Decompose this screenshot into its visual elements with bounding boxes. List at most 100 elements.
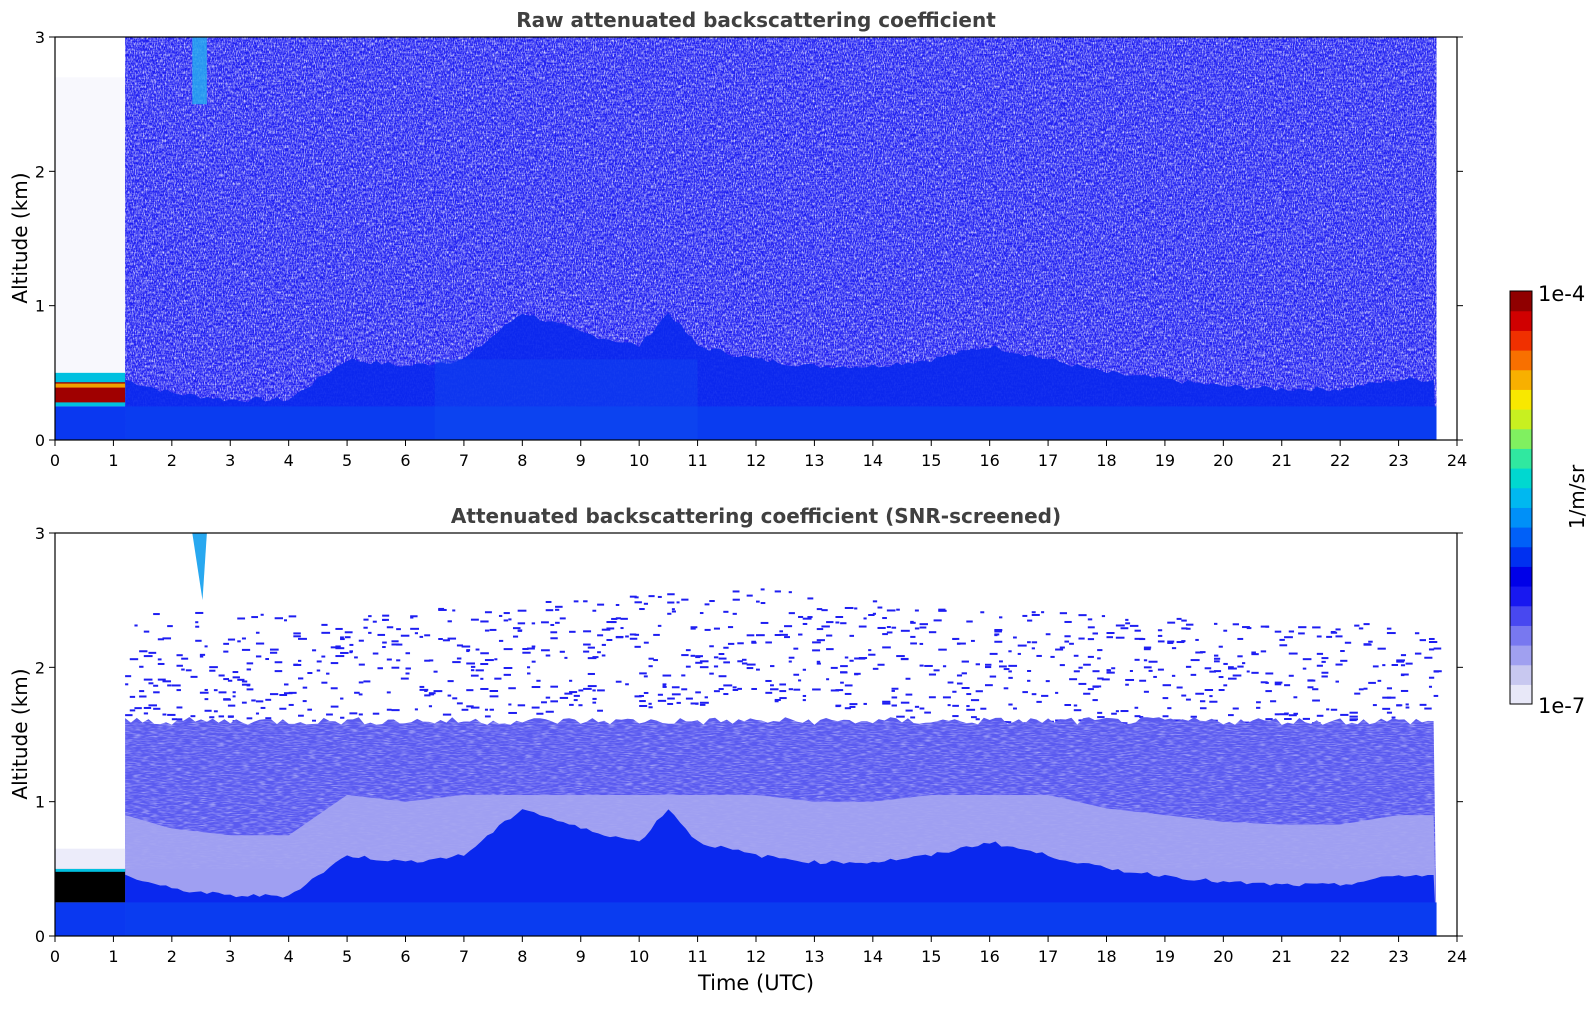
screened-speckle [143,655,153,658]
screened-speckle [1307,679,1314,682]
screened-speckle [447,620,452,623]
screened-speckle [882,646,891,649]
screened-speckle [569,630,576,633]
screened-speckle [671,608,675,611]
screened-speckle [494,677,502,680]
x-tick-label: 20 [1213,451,1233,470]
screened-speckle [606,621,616,624]
screened-speckle [1433,694,1439,697]
screened-speckle [531,706,540,709]
screened-speckle [531,645,536,648]
screened-speckle [695,702,699,705]
screened-speckle [788,656,795,659]
screened-speckle [555,605,563,608]
screened-speckle [802,699,806,702]
screened-speckle [1288,674,1294,677]
screened-speckle [1232,623,1240,626]
screened-speckle [405,652,411,655]
screened-speckle [508,687,516,690]
screened-speckle [1246,670,1250,673]
screened-speckle [232,695,236,698]
screened-aerosol-edge [55,868,126,872]
screened-speckle [994,630,1002,633]
screened-speckle [877,606,883,609]
screened-speckle [970,639,975,642]
screened-speckle [1097,711,1103,714]
screened-speckle [639,694,644,697]
screened-speckle [489,628,497,631]
screened-speckle [550,637,558,640]
colorbar-unit-label: 1/m/sr [1565,464,1589,529]
screened-speckle [1428,685,1433,688]
x-tick-label: 10 [629,947,649,966]
screened-speckle [1382,696,1392,699]
screened-speckle [340,716,345,719]
screened-speckle [704,696,708,699]
screened-speckle [1321,660,1326,663]
screened-speckle [760,621,769,624]
screened-speckle [891,626,897,629]
screened-speckle [269,693,279,696]
screened-speckle [199,691,209,694]
screened-speckle [1213,654,1219,657]
screened-speckle [756,634,765,637]
screened-speckle [723,684,733,687]
screened-speckle [980,707,987,710]
screened-speckle [447,637,457,640]
screened-speckle [1298,632,1305,635]
x-tick-label: 17 [1038,947,1058,966]
x-tick-label: 14 [863,451,883,470]
screened-speckle [681,674,686,677]
screened-speckle [942,665,947,668]
screened-speckle [634,596,639,599]
screened-speckle [269,648,279,651]
screened-speckle [1092,632,1098,635]
screened-speckle [344,631,353,634]
colorbar-band [1510,409,1532,430]
screened-speckle [1162,715,1169,718]
screened-speckle [597,651,601,654]
screened-speckle [503,612,510,615]
screened-speckle [298,714,304,717]
screened-speckle [1101,678,1110,681]
screened-speckle [667,702,674,705]
screened-speckle [1003,687,1009,690]
screened-speckle [1386,687,1392,690]
screened-speckle [690,654,696,657]
screened-speckle [956,682,963,685]
screened-speckle [611,617,618,620]
screened-speckle [209,666,218,669]
screened-speckle [1349,715,1358,718]
screened-speckle [891,689,895,692]
screened-speckle [162,637,172,640]
screened-speckle [1167,641,1174,644]
screened-speckle [592,701,597,704]
screened-speckle [1073,704,1078,707]
screened-speckle [1400,654,1407,657]
screened-speckle [531,660,536,663]
screened-speckle [1391,716,1396,719]
screened-speckle [1265,672,1274,675]
colorbar: 1e-4 1e-7 1/m/sr [1509,282,1589,718]
screened-speckle [1073,654,1079,657]
screened-speckle [840,671,848,674]
colorbar-band [1510,507,1532,528]
screened-speckle [1027,669,1032,672]
screened-speckle [246,662,254,665]
screened-speckle [569,691,578,694]
screened-speckle [1260,625,1270,628]
screened-speckle [1279,638,1285,641]
screened-speckle [662,683,667,686]
screened-speckle [1405,703,1409,706]
screened-speckle [1232,707,1239,710]
screened-speckle [667,697,675,700]
screened-speckle [484,659,494,662]
screened-speckle [148,651,157,654]
screened-speckle [466,689,474,692]
raw-x-axis: 0 1 2 3 4 5 6 7 8 9 10 11 12 13 14 15 16 17 18 19 20 21 22 23 24 [50,440,1467,470]
screened-speckle [1157,634,1163,637]
screened-speckle [961,672,967,675]
screened-cloud-feature [192,533,207,601]
x-tick-label: 13 [804,947,824,966]
screened-speckle [466,662,475,665]
